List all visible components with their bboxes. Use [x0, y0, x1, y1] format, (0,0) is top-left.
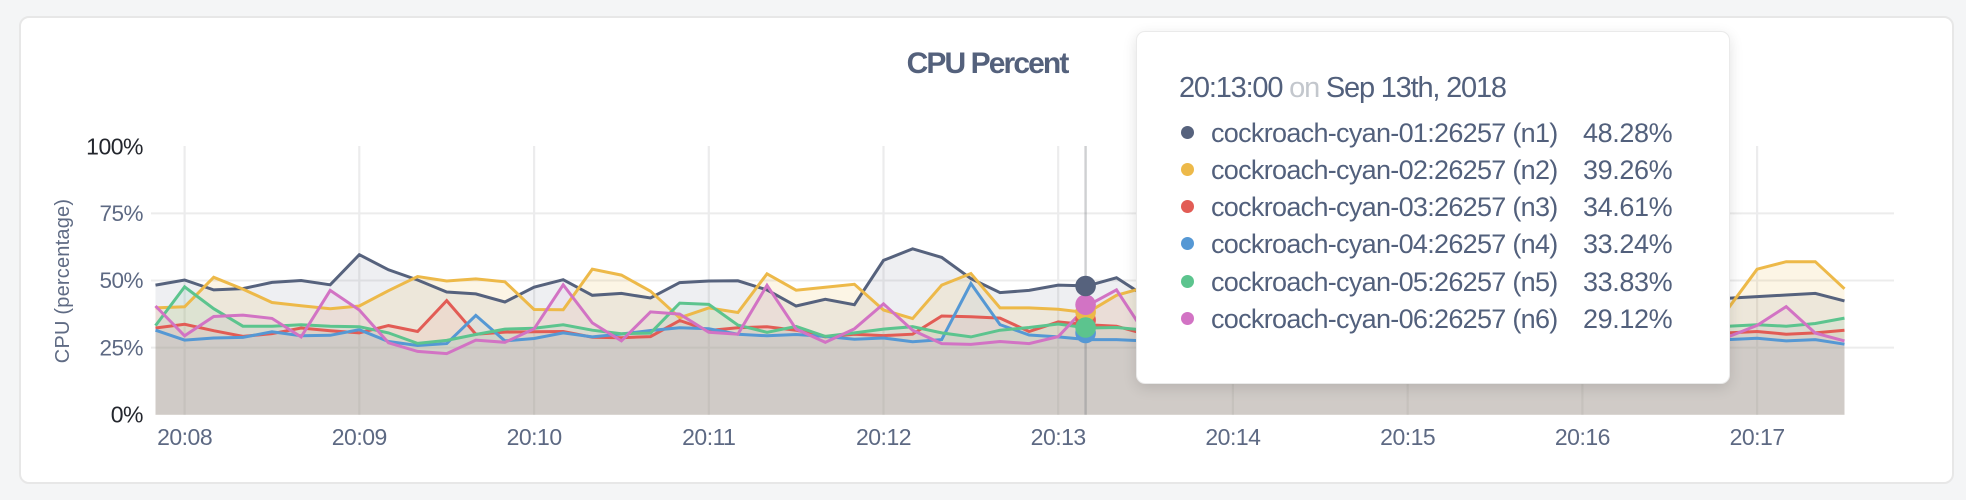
- svg-text:20:11: 20:11: [682, 424, 735, 450]
- svg-text:20:15: 20:15: [1380, 424, 1435, 450]
- svg-text:20:09: 20:09: [332, 424, 387, 450]
- svg-text:20:13: 20:13: [1031, 424, 1086, 450]
- svg-text:20:17: 20:17: [1730, 424, 1785, 450]
- svg-text:20:16: 20:16: [1555, 424, 1610, 450]
- svg-text:50%: 50%: [99, 268, 143, 293]
- svg-text:20:12: 20:12: [856, 424, 911, 450]
- svg-text:0%: 0%: [111, 401, 143, 427]
- svg-text:100%: 100%: [86, 133, 143, 159]
- svg-text:20:08: 20:08: [157, 424, 212, 450]
- svg-text:75%: 75%: [99, 201, 143, 226]
- svg-text:20:14: 20:14: [1205, 424, 1261, 450]
- svg-text:CPU (percentage): CPU (percentage): [52, 199, 74, 363]
- svg-text:20:10: 20:10: [507, 424, 562, 450]
- svg-text:25%: 25%: [99, 335, 143, 360]
